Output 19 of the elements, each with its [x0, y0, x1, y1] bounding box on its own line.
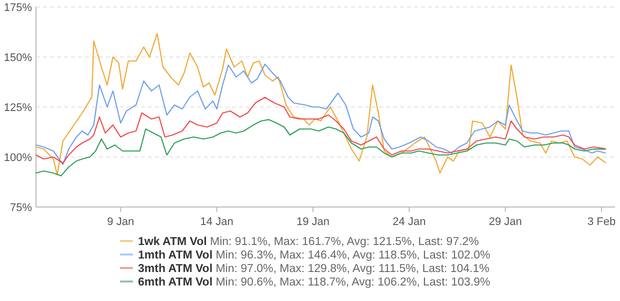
x-tick-label: 3 Feb [587, 216, 616, 228]
x-tick-label: 9 Jan [107, 216, 134, 228]
text: Min: 97.0%, Max: 129.8%, Avg: 111.5%, Last: 104.1% [212, 263, 490, 276]
legend-label: 6mth ATM Vol [138, 276, 213, 289]
x-tick-label: 19 Jan [296, 216, 330, 228]
text: Min: 91.1%, Max: 161.7%, Avg: 121.5%, Last: 97.2% [206, 236, 479, 248]
y-tick-label: 100% [4, 152, 32, 164]
legend-label: 1mth ATM Vol [138, 250, 213, 262]
y-tick-label: 150% [4, 52, 32, 64]
x-tick-label: 14 Jan [200, 216, 234, 228]
y-tick-label: 75% [10, 202, 32, 214]
text: Min: 90.6%, Max: 118.7%, Avg: 106.2%, Last: 103.9% [212, 276, 490, 289]
x-tick-label: 29 Jan [488, 216, 522, 228]
y-tick-label: 175% [4, 2, 32, 14]
x-tick-label: 24 Jan [392, 216, 426, 228]
text: Min: 96.3%, Max: 146.4%, Avg: 118.5%, Last: 102.0% [212, 250, 490, 262]
legend-label: 3mth ATM Vol [138, 263, 213, 276]
y-tick-label: 125% [4, 102, 32, 114]
legend-label: 1wk ATM Vol [138, 236, 207, 248]
